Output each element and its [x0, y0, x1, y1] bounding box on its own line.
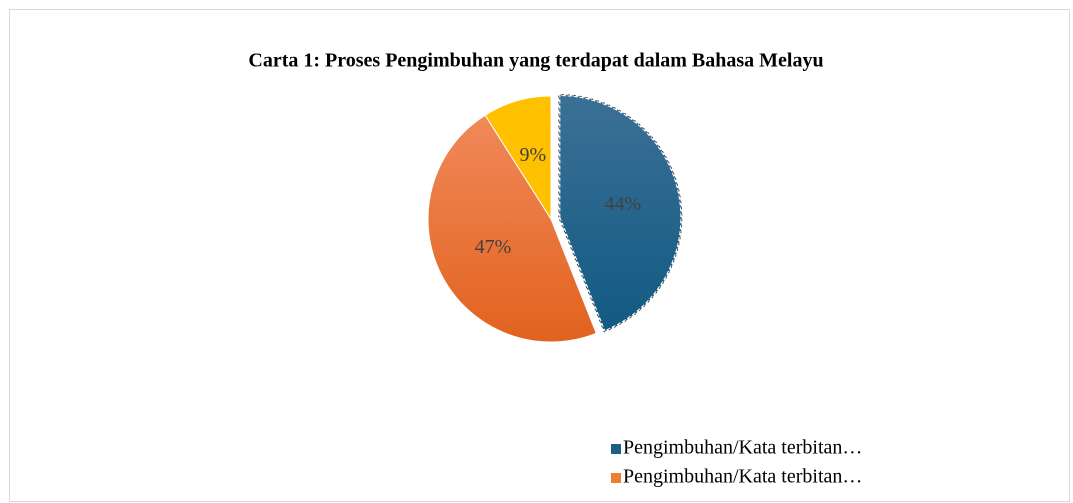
pie-slice [557, 92, 684, 334]
legend-marker [611, 473, 621, 483]
data-label: 44% [605, 193, 642, 215]
chart-title: Carta 1: Proses Pengimbuhan yang terdapa… [248, 50, 823, 72]
legend-label: Pengimbuhan/Kata terbitan… [623, 437, 862, 459]
legend-label: Pengimbuhan/Kata terbitan… [623, 466, 862, 488]
pie-slice [484, 95, 552, 221]
pie-slice [427, 114, 597, 343]
data-label: 9% [519, 144, 546, 166]
legend-marker [611, 444, 621, 454]
data-label: 47% [475, 236, 512, 258]
